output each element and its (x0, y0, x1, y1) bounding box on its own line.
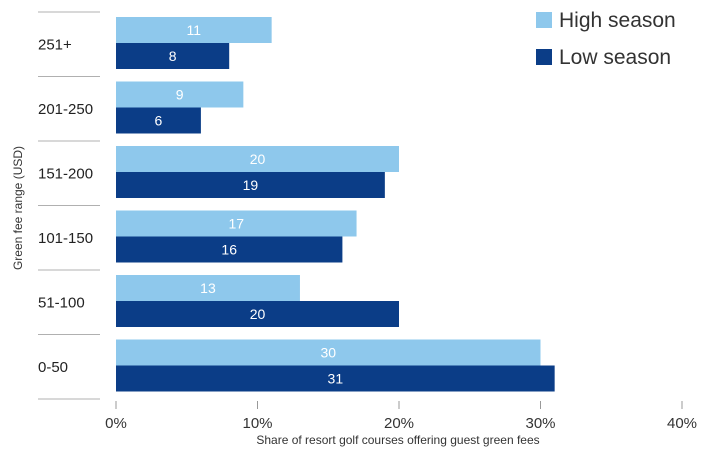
category-label: 201-250 (38, 101, 93, 118)
y-axis-title: Green fee range (USD) (11, 146, 25, 270)
category-label: 101-150 (38, 230, 93, 247)
category-labels: 251+ 201-250 151-200 101-150 51-100 0-50 (38, 36, 93, 376)
bar-value-label: 16 (221, 242, 237, 258)
category-label: 251+ (38, 36, 72, 53)
legend-swatch (536, 12, 552, 28)
bar-value-label: 17 (228, 216, 244, 232)
bar-low-season (116, 107, 201, 134)
bar-value-label: 8 (169, 48, 177, 64)
category-label: 51-100 (38, 294, 85, 311)
bar-low-season (116, 43, 230, 69)
category-label: 151-200 (38, 165, 93, 182)
x-tick-label: 30% (525, 415, 555, 432)
bar-low-season (116, 301, 399, 327)
bar-value-labels: 11 8 96 20 19 17 16 13 20 30 31 (155, 22, 344, 387)
legend: High season Low season (536, 9, 676, 69)
bar-low-season (116, 172, 385, 198)
bar-value-label: 9 (176, 87, 184, 103)
x-tick-label: 40% (667, 415, 697, 432)
legend-label: High season (559, 9, 676, 32)
x-axis-title: Share of resort golf courses offering gu… (256, 433, 539, 447)
legend-label: Low season (559, 46, 671, 69)
category-label: 0-50 (38, 359, 68, 376)
bar-value-label: 11 (187, 22, 202, 38)
bars (116, 17, 555, 392)
bar-high-season (116, 146, 399, 172)
bar-low-season (116, 365, 555, 392)
bar-value-label: 31 (328, 371, 344, 387)
bar-value-label: 20 (250, 306, 266, 322)
x-tick-label: 0% (105, 415, 127, 432)
bar-value-label: 19 (243, 177, 259, 193)
bar-value-label: 13 (200, 280, 216, 296)
bar-value-label: 20 (250, 151, 266, 167)
legend-swatch (536, 49, 552, 65)
x-axis-ticks: 0% 10% 20% 30% 40% (105, 401, 697, 432)
x-tick-label: 10% (242, 415, 272, 432)
x-tick-label: 20% (384, 415, 414, 432)
bar-value-label: 30 (320, 345, 336, 361)
bar-high-season (116, 275, 300, 301)
bar-high-season (116, 81, 244, 108)
bar-high-season (116, 210, 357, 237)
category-separators (38, 11, 100, 400)
bar-high-season (116, 339, 541, 366)
bar-low-season (116, 236, 343, 263)
bar-value-label: 6 (155, 113, 163, 129)
bar-high-season (116, 17, 272, 43)
